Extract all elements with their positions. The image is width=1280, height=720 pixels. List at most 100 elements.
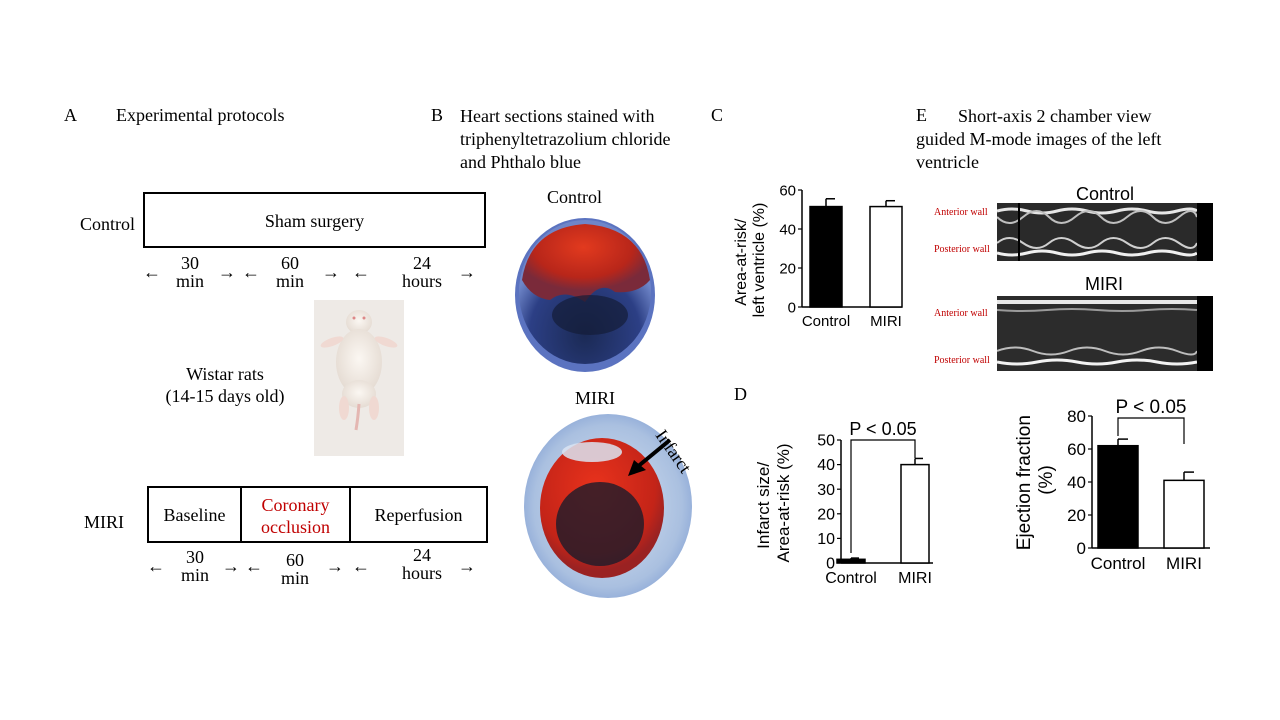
significance-bracket — [1117, 417, 1185, 444]
baseline-box: Baseline — [147, 486, 242, 543]
arrow-right-icon: → — [458, 556, 476, 576]
panel-d-letter: D — [734, 384, 747, 404]
timeline-30-min: 30 min — [168, 254, 212, 290]
arrow-right-icon: → — [326, 556, 344, 576]
bar-miri — [869, 205, 903, 308]
y-tick-label: 0 — [826, 556, 835, 573]
panel-b-letter: B — [431, 105, 444, 125]
y-tick-label: 0 — [1077, 539, 1086, 558]
time-value: 30 — [181, 253, 199, 273]
heart-miri-label: MIRI — [575, 388, 615, 408]
mmode-trace-control — [996, 203, 1213, 261]
chart-area-at-risk: Area-at-risk/ left ventricle (%) 0 20 40 60… — [733, 182, 903, 330]
x-tick-label: Control — [825, 570, 877, 587]
time-value: 60 — [286, 550, 304, 570]
arrow-left-icon: ← — [242, 262, 260, 282]
arrow-left-icon: ← — [143, 262, 161, 282]
panel-e-title: Short-axis 2 chamber view guided M-mode … — [916, 105, 1204, 174]
reperfusion-box: Reperfusion — [349, 486, 488, 543]
time-unit: hours — [402, 271, 442, 291]
heart-control-label: Control — [547, 187, 603, 207]
arrow-right-icon: → — [222, 556, 240, 576]
baseline-label: Baseline — [163, 505, 226, 525]
arrow-left-icon: ← — [352, 262, 370, 282]
time-unit: min — [180, 565, 209, 585]
timeline-30-min: 30 min — [173, 548, 217, 584]
mmode-trace-miri — [996, 296, 1213, 371]
miri-anterior-wall-label: Anterior wall — [934, 308, 988, 319]
arrow-left-icon: ← — [147, 556, 165, 576]
y-tick-label: 10 — [817, 531, 835, 548]
bar-control — [1097, 444, 1139, 549]
time-value: 60 — [281, 253, 299, 273]
occlusion-line1: Coronary — [261, 495, 330, 515]
y-tick-label: 60 — [779, 182, 796, 199]
heart-section-miri — [524, 414, 692, 598]
time-value: 24 — [413, 545, 431, 565]
mmode-miri-label: MIRI — [1085, 274, 1123, 294]
y-tick-label: 40 — [1067, 473, 1086, 492]
chart-infarct-size: Infarct size/ Area-at-risk (%) 0 10 20 30 40… — [754, 419, 933, 587]
bar-miri — [1163, 479, 1205, 549]
time-unit: min — [275, 271, 304, 291]
miri-posterior-wall-label: Posterior wall — [934, 355, 990, 366]
y-tick-label: 40 — [779, 221, 796, 238]
panel-b-title-line3: and Phthalo blue — [460, 152, 581, 172]
chart-ejection-fraction: Ejection fraction (%) 0 20 40 60 80 Control MI… — [1014, 397, 1210, 573]
y-tick-label: 40 — [817, 457, 835, 474]
panel-b-title-line2: triphenyltetrazolium chloride — [460, 129, 671, 149]
panel-a-letter: A — [64, 105, 77, 125]
panel-c-letter: C — [711, 105, 724, 125]
y-axis-label-line1: Area-at-risk/ — [733, 218, 750, 306]
miri-group-label: MIRI — [84, 512, 124, 532]
y-axis-label-line2: (%) — [1036, 465, 1057, 495]
time-unit: min — [280, 568, 309, 588]
y-tick-label: 50 — [817, 433, 835, 450]
time-value: 30 — [186, 547, 204, 567]
y-tick-label: 0 — [788, 299, 796, 316]
y-axis-label-line2: left ventricle (%) — [751, 203, 768, 318]
time-value: 24 — [413, 253, 431, 273]
coronary-occlusion-box: Coronary occlusion — [240, 486, 351, 543]
control-posterior-wall-label: Posterior wall — [934, 244, 990, 255]
sham-surgery-box: Sham surgery — [143, 192, 486, 248]
rat-age: (14-15 days old) — [165, 386, 285, 406]
y-tick-label: 20 — [1067, 506, 1086, 525]
significance-label: P < 0.05 — [849, 419, 916, 439]
rat-strain: Wistar rats — [186, 364, 264, 384]
arrow-left-icon: ← — [352, 556, 370, 576]
time-unit: hours — [402, 563, 442, 583]
arrow-right-icon: → — [458, 262, 476, 282]
mmode-image-miri — [996, 296, 1213, 371]
significance-bracket — [850, 439, 916, 553]
infarct-arrow — [634, 438, 672, 470]
y-tick-label: 30 — [817, 482, 835, 499]
timeline-24-hours: 24 hours — [392, 546, 452, 582]
panel-e-title-line3: ventricle — [916, 152, 979, 172]
rat-photo — [314, 300, 404, 456]
mmode-image-control — [996, 203, 1213, 261]
y-axis-label: Infarct size/ Area-at-risk (%) — [754, 443, 793, 562]
x-tick-label: MIRI — [870, 313, 902, 330]
panel-e-letter: E — [916, 105, 927, 125]
panel-a-title: Experimental protocols — [116, 105, 285, 125]
timeline-24-hours: 24 hours — [392, 254, 452, 290]
control-group-label: Control — [80, 214, 136, 234]
x-tick-label: Control — [802, 313, 850, 330]
bar-miri — [900, 463, 930, 564]
x-tick-label: MIRI — [1166, 554, 1202, 573]
reperfusion-label: Reperfusion — [374, 505, 463, 525]
mmode-control-label: Control — [1076, 184, 1135, 204]
arrow-right-icon: → — [218, 262, 236, 282]
y-axis-label: Ejection fraction (%) — [1014, 410, 1057, 550]
y-axis-label: Area-at-risk/ left ventricle (%) — [733, 203, 768, 318]
rat-description: Wistar rats (14-15 days old) — [150, 363, 300, 407]
panel-e-title-line2: guided M-mode images of the left — [916, 129, 1162, 149]
y-axis-label-line1: Ejection fraction — [1014, 415, 1035, 550]
y-tick-label: 60 — [1067, 440, 1086, 459]
bar-control — [809, 205, 843, 308]
time-unit: min — [175, 271, 204, 291]
y-axis-label-line2: Area-at-risk (%) — [774, 443, 793, 562]
occlusion-line2: occlusion — [261, 517, 330, 537]
y-tick-label: 20 — [817, 506, 835, 523]
